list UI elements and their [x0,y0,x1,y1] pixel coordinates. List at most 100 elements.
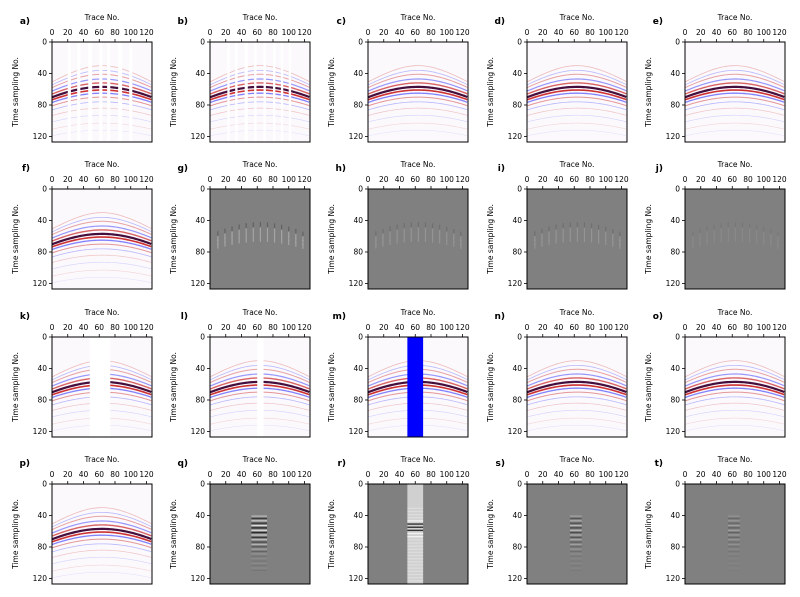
residual-local-stripe [251,546,268,548]
x-tick-label: 100 [282,323,297,332]
panel-image [210,189,310,289]
seismic-event-2 [685,368,785,384]
y-axis-label: Time sampling No. [486,499,495,570]
seismic-event-6 [685,384,785,396]
seismic-event-5 [685,85,785,99]
axes-frame [209,336,311,438]
axes-frame [51,41,153,143]
y-tick-label: 80 [37,100,47,109]
y-tick-label: 80 [670,100,680,109]
x-tick-label: 120 [139,323,154,332]
panel-image [527,42,627,142]
residual-local-stripe [569,558,582,560]
x-axis-label: Trace No. [242,455,278,464]
residual-band-stripe [407,573,424,576]
panel-label: h) [335,164,346,174]
x-tick-label: 0 [366,470,371,479]
seismic-event-1 [685,364,785,381]
x-tick-label: 100 [124,323,139,332]
missing-trace-gap [263,42,266,142]
residual-local-stripe [727,515,740,517]
x-tick-label: 60 [252,323,262,332]
residual-band-stripe [407,545,424,547]
x-tick-label: 0 [50,470,55,479]
residual-band-stripe [407,580,424,582]
y-tick-label: 0 [200,185,205,194]
x-tick-label: 100 [440,175,455,184]
x-tick-label: 80 [585,470,595,479]
y-tick-label: 120 [666,427,681,436]
x-tick-label: 20 [379,323,389,332]
seismic-event-1 [527,69,627,86]
y-tick-label: 40 [512,69,522,78]
x-tick-label: 120 [297,470,312,479]
residual-background [210,189,310,289]
x-tick-label: 0 [366,175,371,184]
seismic-event-0 [52,507,152,525]
seismic-event-9 [527,396,627,406]
seismic-event-7 [685,387,785,399]
seismic-event-13 [368,129,468,137]
panel-image [52,337,152,437]
x-tick-label: 0 [683,28,688,37]
y-axis-label: Time sampling No. [11,204,20,275]
axes-frame [526,483,628,585]
panel-label: d) [494,17,505,27]
residual-local-stripe [569,553,582,555]
panel-label: j) [655,164,663,174]
residual-local-stripe [251,569,268,572]
x-tick-label: 100 [599,175,614,184]
seismic-event-11 [527,114,627,123]
seismic-event-2 [52,220,152,236]
missing-trace-gap [107,42,111,142]
residual-local-stripe [728,565,740,566]
x-tick-label: 0 [683,175,688,184]
x-tick-label: 20 [221,175,231,184]
residual-local-stripe [728,567,740,568]
x-tick-label: 60 [252,470,262,479]
x-tick-label: 40 [237,323,247,332]
x-tick-label: 20 [63,323,73,332]
missing-trace-gap [272,42,276,142]
x-tick-label: 120 [297,28,312,37]
y-tick-label: 120 [33,279,48,288]
seismic-event-4 [210,82,310,95]
seismic-event-0 [52,212,152,230]
y-tick-label: 0 [200,480,205,489]
panel-image [368,189,468,289]
y-tick-label: 80 [37,247,47,256]
seismic-event-5 [368,85,468,99]
x-axis-label: Trace No. [717,308,753,317]
x-tick-label: 20 [696,470,706,479]
x-tick-label: 0 [525,28,530,37]
residual-band-stripe [407,548,424,550]
x-tick-label: 60 [727,470,737,479]
y-tick-label: 40 [195,364,205,373]
y-tick-label: 0 [517,38,522,47]
residual-local-stripe [251,527,268,529]
x-tick-label: 80 [585,28,595,37]
x-tick-label: 60 [727,28,737,37]
y-tick-label: 0 [675,38,680,47]
x-tick-label: 60 [94,470,104,479]
seismic-event-9 [527,101,627,111]
y-axis-label: Time sampling No. [327,499,336,570]
residual-band-stripe [407,551,424,554]
x-tick-label: 0 [208,323,213,332]
axes-frame [209,188,311,290]
x-tick-label: 20 [63,28,73,37]
axes-frame [684,483,786,585]
x-tick-label: 60 [569,323,579,332]
residual-local-stripe [727,550,740,553]
seismic-event-2 [685,73,785,89]
y-tick-label: 120 [508,574,523,583]
x-tick-label: 60 [410,323,420,332]
panel-image [685,42,785,142]
x-tick-label: 20 [221,323,231,332]
